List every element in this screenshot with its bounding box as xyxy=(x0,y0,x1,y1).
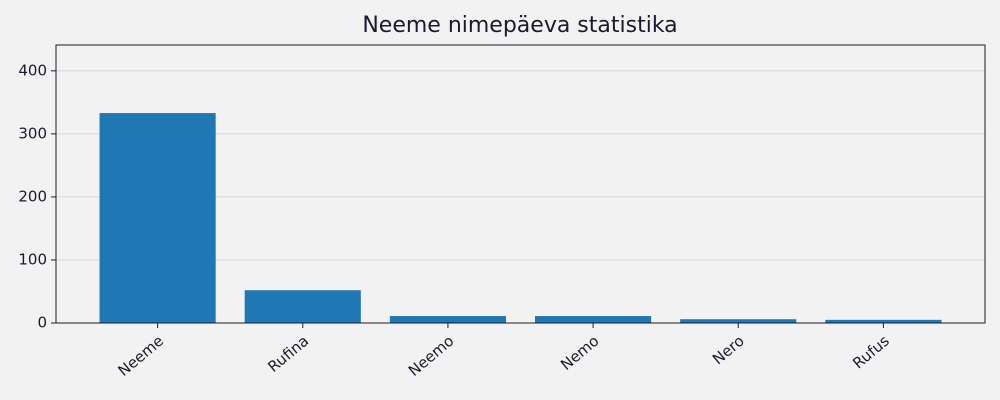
plot-frame xyxy=(55,44,986,324)
bar xyxy=(680,319,797,323)
bar xyxy=(535,316,652,323)
y-tick-label: 0 xyxy=(37,314,47,332)
chart-title: Neeme nimepäeva statistika xyxy=(362,13,677,38)
y-tick-label: 100 xyxy=(18,250,47,268)
bar xyxy=(389,316,506,323)
y-tick-label: 200 xyxy=(18,187,47,205)
y-tick-label: 400 xyxy=(18,61,47,79)
bar xyxy=(825,319,942,323)
bar xyxy=(244,290,361,323)
bar xyxy=(99,113,216,323)
y-tick-label: 300 xyxy=(18,124,47,142)
